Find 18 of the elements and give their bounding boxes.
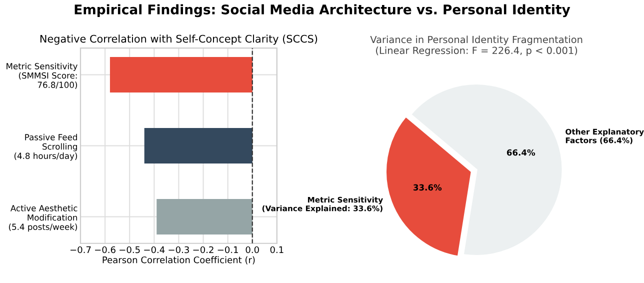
data-label: 33.6% xyxy=(414,184,442,191)
x-tick-label: 0.1 xyxy=(270,246,284,254)
x-tick-label: −0.1 xyxy=(218,246,238,254)
x-tick-label: −0.3 xyxy=(168,246,189,254)
data-label: 66.4% xyxy=(506,149,536,156)
y-tick-label: Active Aesthetic Modification (5.4 posts/week) xyxy=(8,204,78,232)
y-tick-label: Passive Feed Scrolling (4.8 hours/day) xyxy=(14,134,78,161)
y-tick-label: Metric Sensitivity (SMMSI Score: 76.8/100) xyxy=(6,62,78,89)
text: Empirical Findings: Social Media Architecture vs. Personal Identity xyxy=(74,4,570,18)
x-tick-label: 0.0 xyxy=(246,246,259,254)
x-tick-label: −0.4 xyxy=(144,246,165,254)
x-tick-label: −0.7 xyxy=(70,246,91,254)
x-tick-label: −0.6 xyxy=(95,246,116,254)
chart-title: Variance in Personal Identity Fragmentation (Linear Regression: F = 226.4, p < 0.001) xyxy=(370,36,582,56)
chart-title: Negative Correlation with Self-Concept Clarity (SCCS) xyxy=(40,34,318,45)
x-tick-label: −0.5 xyxy=(120,246,140,254)
x-axis-title: Pearson Correlation Coefficient (r) xyxy=(102,256,255,264)
x-tick-label: −0.2 xyxy=(193,246,214,254)
